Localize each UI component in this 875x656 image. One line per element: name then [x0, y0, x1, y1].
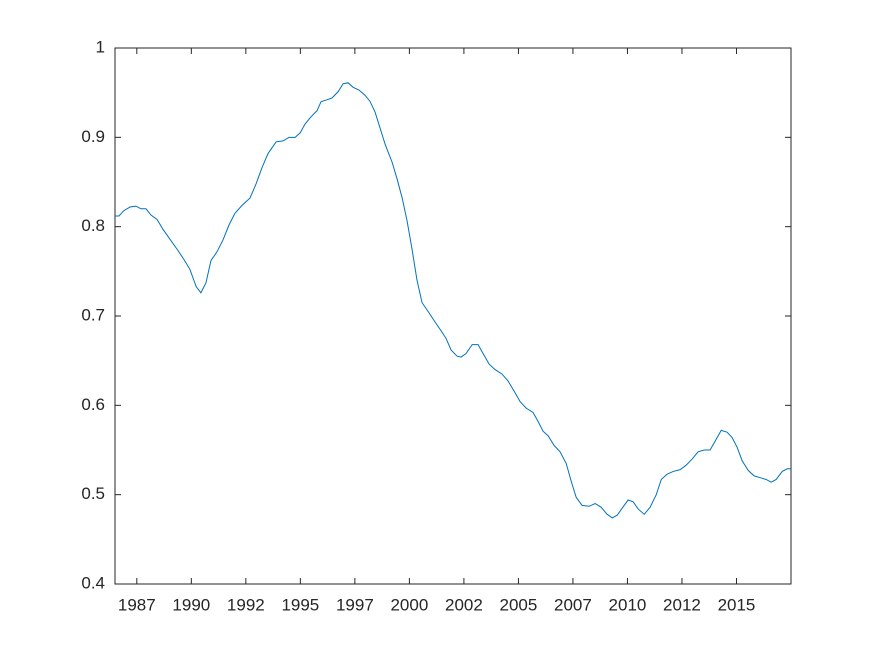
y-tick-label: 0.6	[81, 395, 105, 414]
y-tick-label: 0.9	[81, 127, 105, 146]
x-tick-label: 2002	[445, 595, 483, 614]
x-tick-label: 1987	[118, 595, 156, 614]
y-tick-label: 0.7	[81, 305, 105, 324]
x-tick-label: 1990	[172, 595, 210, 614]
x-tick-label: 2007	[554, 595, 592, 614]
x-tick-label: 2015	[718, 595, 756, 614]
plot-box	[114, 47, 792, 585]
y-tick-label: 0.8	[81, 216, 105, 235]
x-tick-label: 2010	[609, 595, 647, 614]
y-tick-label: 0.4	[81, 573, 105, 592]
x-tick-label: 2012	[663, 595, 701, 614]
x-tick-label: 1992	[227, 595, 265, 614]
x-tick-label: 1995	[281, 595, 319, 614]
x-tick-label: 2005	[500, 595, 538, 614]
x-tick-label: 2000	[390, 595, 428, 614]
x-tick-label: 1997	[336, 595, 374, 614]
y-tick-label: 0.5	[81, 484, 105, 503]
y-tick-label: 1	[96, 37, 105, 56]
line-series	[115, 82, 791, 519]
